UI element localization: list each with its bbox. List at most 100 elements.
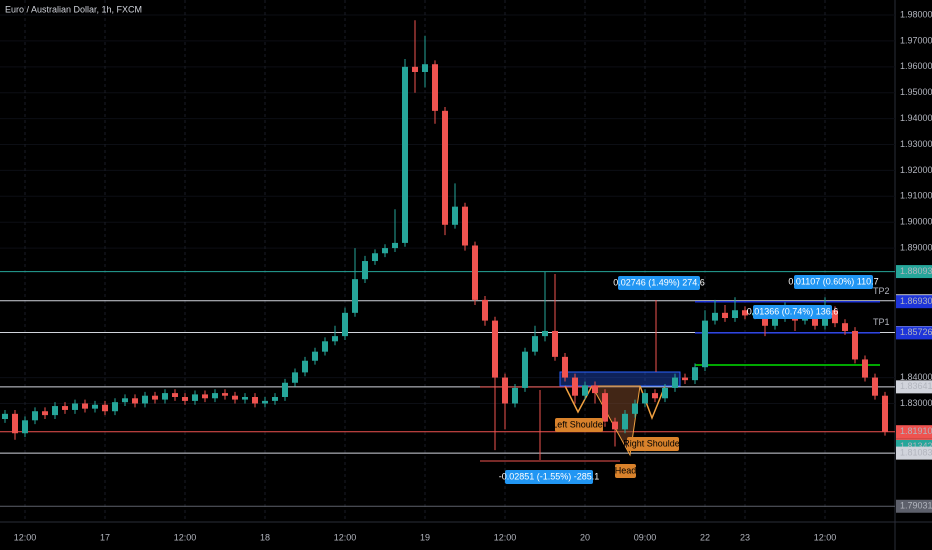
candle-body xyxy=(412,66,418,72)
candle-body xyxy=(632,403,638,414)
candle-body xyxy=(732,310,738,319)
candle-body xyxy=(652,393,658,399)
candle-body xyxy=(842,323,848,331)
tp-label: TP2 xyxy=(873,286,890,296)
candle-body xyxy=(592,385,598,394)
candle-body xyxy=(442,110,448,225)
annotation-bg xyxy=(753,305,832,319)
annotation: Head xyxy=(615,465,637,475)
candle-body xyxy=(312,351,318,361)
candle-body xyxy=(332,336,338,342)
annotation-bg xyxy=(555,418,603,432)
candle-body xyxy=(182,396,188,401)
candle-body xyxy=(222,393,228,396)
price-label-bg xyxy=(896,295,932,309)
price-label-bg xyxy=(896,380,932,394)
candle-body xyxy=(292,372,298,383)
annotation: 0.01107 (0.60%) 110.7 xyxy=(788,276,878,286)
y-tick-label: 1.89000 xyxy=(900,242,932,252)
candle-body xyxy=(212,393,218,399)
candle-body xyxy=(272,396,278,401)
candle-body xyxy=(252,396,258,404)
x-tick-label: 12:00 xyxy=(334,532,357,542)
x-tick-label: 12:00 xyxy=(494,532,517,542)
candle-body xyxy=(2,413,8,420)
candle-body xyxy=(352,279,358,313)
candle-body xyxy=(482,299,488,321)
candle-body xyxy=(492,320,498,378)
candle-body xyxy=(872,377,878,396)
candle-body xyxy=(342,312,348,337)
y-tick-label: 1.97000 xyxy=(900,35,932,45)
price-label-bg xyxy=(896,446,932,460)
price-label: 1.79031 xyxy=(900,501,932,511)
y-tick-label: 1.90000 xyxy=(900,217,932,227)
candle-body xyxy=(552,330,558,357)
y-tick-label: 1.98000 xyxy=(900,9,932,19)
candle-body xyxy=(722,312,728,319)
price-label: 1.85726 xyxy=(900,327,932,337)
y-tick-label: 1.95000 xyxy=(900,87,932,97)
candle-body xyxy=(12,413,18,434)
candle-body xyxy=(712,312,718,321)
annotation: Left Shoulder xyxy=(552,419,606,429)
candle-body xyxy=(32,411,38,421)
candle-body xyxy=(622,413,628,430)
candle-body xyxy=(702,320,708,368)
candle-body xyxy=(382,248,388,254)
candle-body xyxy=(242,396,248,400)
candle-body xyxy=(862,359,868,378)
candle-body xyxy=(52,406,58,416)
candle-body xyxy=(112,402,118,412)
candle-body xyxy=(882,395,888,432)
candle-body xyxy=(522,351,528,388)
candle-body xyxy=(42,411,48,416)
annotation: Right Shoulder xyxy=(623,438,683,448)
x-tick-label: 12:00 xyxy=(814,532,837,542)
candle-body xyxy=(852,330,858,360)
x-tick-label: 18 xyxy=(260,532,270,542)
tp-label: TP1 xyxy=(873,317,890,327)
candle-body xyxy=(832,310,838,324)
candle-body xyxy=(572,377,578,396)
candle-body xyxy=(512,387,518,404)
x-tick-label: 22 xyxy=(700,532,710,542)
candle-body xyxy=(152,395,158,400)
annotation: 0.01366 (0.74%) 136.6 xyxy=(747,306,839,316)
candle-body xyxy=(562,356,568,378)
price-label-bg xyxy=(896,425,932,439)
price-label-bg xyxy=(896,326,932,340)
candle-body xyxy=(62,406,68,410)
candle-body xyxy=(612,421,618,430)
candle-body xyxy=(672,377,678,388)
annotation-bg xyxy=(615,464,636,478)
price-label-bg xyxy=(896,265,932,279)
candle-body xyxy=(232,395,238,400)
price-label: 1.81083 xyxy=(900,447,932,457)
x-tick-label: 09:00 xyxy=(634,532,657,542)
candle-body xyxy=(662,387,668,399)
candle-body xyxy=(502,377,508,404)
candle-body xyxy=(72,403,78,410)
candle-body xyxy=(472,245,478,300)
price-label-bg xyxy=(896,499,932,513)
y-tick-label: 1.91000 xyxy=(900,191,932,201)
y-tick-label: 1.93000 xyxy=(900,139,932,149)
candle-body xyxy=(102,404,108,412)
chart-title: Euro / Australian Dollar, 1h, FXCM xyxy=(5,4,142,14)
annotation-bg xyxy=(794,275,873,289)
candle-body xyxy=(582,385,588,396)
y-tick-label: 1.94000 xyxy=(900,113,932,123)
x-tick-label: 17 xyxy=(100,532,110,542)
candle-body xyxy=(682,377,688,381)
candle-body xyxy=(452,206,458,225)
candle-body xyxy=(422,64,428,72)
candle-body xyxy=(82,403,88,409)
candle-body xyxy=(172,393,178,397)
candle-body xyxy=(202,394,208,399)
y-tick-label: 1.83000 xyxy=(900,398,932,408)
candle-body xyxy=(772,318,778,326)
candle-body xyxy=(192,394,198,401)
annotation-bg xyxy=(618,276,700,290)
